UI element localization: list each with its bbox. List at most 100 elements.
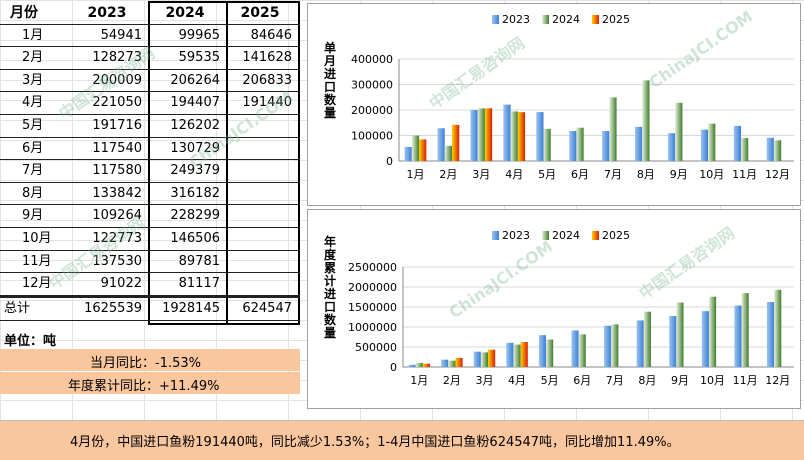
table-cell: 206833 <box>242 72 292 88</box>
bar-2025 <box>484 108 493 161</box>
unit-label: 单位：吨 <box>4 334 57 349</box>
x-tick-label: 4月 <box>508 374 526 387</box>
table-total-cell: 总计 <box>4 300 31 316</box>
table-cell: 1月 <box>22 27 44 43</box>
table-cell: 91022 <box>100 276 142 292</box>
bar-2024 <box>643 311 651 367</box>
y-tick-label: 1500000 <box>348 301 397 314</box>
yoy-ytd-box: 年度累计同比：+11.49% <box>0 372 300 394</box>
table-cell <box>228 138 292 160</box>
legend-swatch <box>592 231 599 240</box>
y-tick-label: 100000 <box>351 130 393 143</box>
table-cell: 316182 <box>170 185 220 201</box>
table-cell: 133842 <box>92 185 142 201</box>
bar-2023 <box>503 104 511 161</box>
x-tick-label: 11月 <box>733 374 758 387</box>
table-cell: 84646 <box>250 27 292 43</box>
x-tick-label: 12月 <box>765 168 790 181</box>
x-tick-label: 12月 <box>765 374 790 387</box>
bar-2023 <box>441 359 449 367</box>
y-axis-label: 年度累计进口数量 <box>324 234 337 340</box>
x-tick-label: 1月 <box>406 168 424 181</box>
legend-label: 2023 <box>502 229 530 242</box>
bar-2024 <box>480 352 489 367</box>
table-total-line <box>0 295 300 298</box>
bar-2025 <box>488 349 496 367</box>
bar-2023 <box>733 125 742 161</box>
bar-2024 <box>415 363 423 367</box>
bar-2024 <box>477 108 485 161</box>
table-row-line <box>0 23 300 25</box>
bar-2023 <box>404 146 412 161</box>
bar-2024 <box>411 135 420 161</box>
table-cell: 146506 <box>170 231 220 246</box>
bar-2023 <box>437 128 445 161</box>
bar-2023 <box>636 320 644 367</box>
table-cell: 2月 <box>22 50 44 66</box>
legend-swatch <box>492 15 499 24</box>
bar-2023 <box>667 133 676 161</box>
bar-2025 <box>455 357 463 367</box>
table-bottom-line <box>0 319 300 321</box>
x-tick-label: 2月 <box>439 168 457 181</box>
x-tick-label: 10月 <box>699 168 724 181</box>
table-row-line <box>0 204 300 206</box>
table-cell: 54941 <box>100 27 142 43</box>
legend-swatch <box>542 231 549 240</box>
bar-2023 <box>604 325 612 367</box>
table-row-line <box>0 249 300 251</box>
bar-2024 <box>510 111 518 161</box>
bar-2023 <box>470 109 478 161</box>
bar-2024 <box>543 128 551 161</box>
bar-2024 <box>448 360 456 367</box>
table-row-line <box>0 159 300 161</box>
table-cell <box>228 183 292 205</box>
table-cell: 128273 <box>92 50 142 66</box>
table-cell <box>228 205 292 227</box>
bar-2025 <box>520 342 528 367</box>
table-total-cell: 1928145 <box>162 300 220 316</box>
y-tick-label: 300000 <box>351 79 393 92</box>
bar-2024 <box>741 138 749 161</box>
x-tick-label: 6月 <box>571 168 589 181</box>
table-cell: 137530 <box>92 253 142 269</box>
cumulative-chart-panel: 0 500000 1000000 1500000 2000000 2500000 年度累计进… <box>307 209 801 409</box>
x-tick-label: 11月 <box>732 168 757 181</box>
x-tick-label: 1月 <box>410 374 428 387</box>
table-cell: 3月 <box>22 72 44 88</box>
bar-2023 <box>569 131 577 161</box>
table-cell: 99965 <box>178 27 220 43</box>
table-cell: 59535 <box>178 50 220 66</box>
table-cell: 5月 <box>22 118 44 133</box>
legend-label: 2025 <box>602 13 630 26</box>
y-tick-label: 2500000 <box>348 261 397 274</box>
table-cell: 191716 <box>92 118 142 133</box>
bar-2024 <box>708 123 716 161</box>
yoy-month-text: 当月同比：-1.53% <box>90 356 201 371</box>
table-cell: 81117 <box>178 276 220 292</box>
table-row-line <box>0 181 300 183</box>
table-row-line <box>0 46 300 48</box>
bar-2023 <box>602 131 610 161</box>
bar-2024 <box>708 296 717 367</box>
bar-2023 <box>635 126 643 161</box>
y-axis-label: 单月进口数量 <box>323 40 337 120</box>
bar-2023 <box>701 311 709 367</box>
table-row-line <box>0 68 300 70</box>
x-tick-label: 2月 <box>443 374 461 387</box>
summary-text: 4月份，中国进口鱼粉191440吨，同比减少1.53%；1-4月中国进口鱼粉62… <box>70 435 680 450</box>
table-cell <box>228 115 292 137</box>
x-tick-label: 4月 <box>505 168 523 181</box>
table-cell: 206264 <box>170 72 220 88</box>
bar-2025 <box>419 139 427 161</box>
table-cell <box>228 273 292 295</box>
table-cell: 249379 <box>170 163 220 179</box>
table-total-cell: 1625539 <box>84 300 142 316</box>
bar-2024 <box>741 293 749 367</box>
table-header-cell: 2024 <box>165 5 205 21</box>
y-tick-label: 2000000 <box>348 281 397 294</box>
x-tick-label: 7月 <box>604 168 622 181</box>
y-tick-label: 400000 <box>351 53 393 66</box>
x-tick-label: 10月 <box>700 374 725 387</box>
legend-label: 2024 <box>552 13 580 26</box>
